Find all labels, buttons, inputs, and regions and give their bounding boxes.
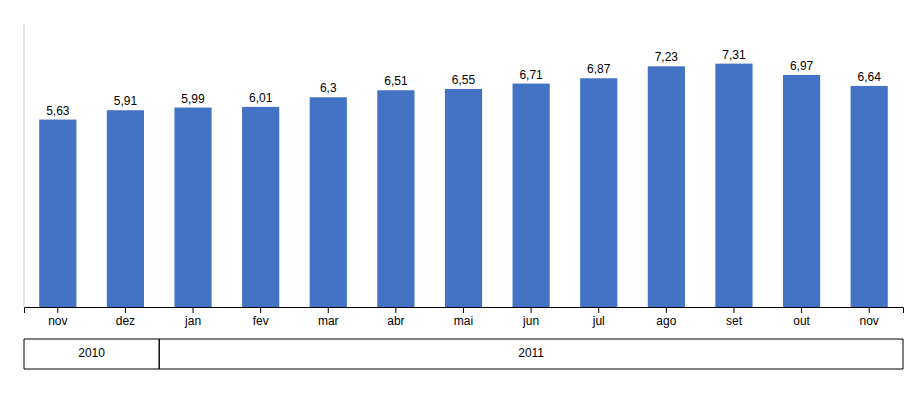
bar [310, 97, 347, 307]
bar [851, 86, 888, 307]
x-tick-mark [801, 307, 802, 313]
x-tick-label: jul [592, 314, 605, 328]
x-tick-label: abr [387, 314, 404, 328]
bar [648, 66, 685, 307]
x-tick: mai [454, 307, 473, 328]
bracket-divider [903, 339, 904, 369]
x-tick-mark [328, 307, 329, 313]
x-tick-mark [125, 307, 126, 313]
x-tick-mark [260, 307, 261, 313]
bar [580, 78, 617, 307]
x-tick: abr [387, 307, 404, 328]
data-label: 6,71 [519, 68, 543, 82]
bracket-divider [159, 339, 160, 369]
x-tick: ago [656, 307, 676, 328]
x-tick: set [726, 307, 743, 328]
x-tick-label: nov [860, 314, 879, 328]
x-tick: jan [184, 307, 201, 328]
data-label: 6,01 [249, 91, 273, 105]
year-label: 2010 [78, 346, 105, 360]
bar [107, 110, 144, 307]
data-label: 7,23 [655, 50, 679, 64]
x-tick-mark [193, 307, 194, 313]
data-label: 6,64 [858, 70, 882, 84]
x-tick-mark [869, 307, 870, 313]
x-tick-label: jan [184, 314, 201, 328]
plot: 5,63 5,91 5,99 6,01 6,3 6,51 6,55 6,71 6,87 7,23 7… [24, 24, 904, 369]
x-tick-label: mar [318, 314, 339, 328]
data-label: 6,87 [587, 62, 611, 76]
bracket-line [24, 369, 903, 370]
bar [377, 90, 414, 307]
x-tick-label: out [793, 314, 810, 328]
x-tick-mark [666, 307, 667, 313]
data-label: 5,99 [181, 92, 205, 106]
bar [174, 108, 211, 307]
x-tick-mark [463, 307, 464, 313]
data-label: 5,91 [114, 94, 138, 108]
x-tick: fev [253, 307, 269, 328]
x-tick-label: ago [656, 314, 676, 328]
bar [39, 120, 76, 307]
x-tick: out [793, 307, 810, 328]
x-tick: jul [592, 307, 605, 328]
x-tick-label: set [726, 314, 743, 328]
bars [39, 64, 888, 307]
bracket-divider [159, 339, 160, 369]
x-tick-mark [395, 307, 396, 313]
x-axis-line [25, 308, 904, 314]
data-label: 5,63 [46, 104, 70, 118]
x-tick-label: jun [522, 314, 539, 328]
chart: 5,63 5,91 5,99 6,01 6,3 6,51 6,55 6,71 6,87 7,23 7… [0, 0, 923, 399]
bar [445, 89, 482, 307]
data-label: 6,3 [320, 81, 337, 95]
x-tick-mark [57, 307, 58, 313]
bracket-line [24, 339, 903, 340]
x-tick: mar [318, 307, 339, 328]
x-tick-mark [531, 307, 532, 313]
x-axis: nov dez jan fev mar abr mai jun jul ago set out nov [25, 307, 904, 328]
x-tick-label: mai [454, 314, 473, 328]
x-tick: nov [48, 307, 67, 328]
x-tick-label: nov [48, 314, 67, 328]
data-label: 7,31 [722, 48, 746, 62]
x-tick-label: dez [116, 314, 135, 328]
x-tick-mark [733, 307, 734, 313]
x-tick-mark [598, 307, 599, 313]
data-label: 6,55 [452, 73, 476, 87]
year-brackets: 2010 2011 [24, 339, 903, 369]
data-label: 6,97 [790, 59, 814, 73]
bar [715, 64, 752, 307]
bar [242, 107, 279, 307]
x-tick: nov [860, 307, 879, 328]
data-label: 6,51 [384, 74, 408, 88]
x-tick: dez [116, 307, 135, 328]
bar [783, 75, 820, 307]
x-tick: jun [522, 307, 539, 328]
x-tick-label: fev [253, 314, 269, 328]
bracket-divider [24, 339, 25, 369]
data-labels: 5,63 5,91 5,99 6,01 6,3 6,51 6,55 6,71 6,87 7,23 7… [46, 48, 881, 118]
year-label: 2011 [518, 346, 544, 360]
bar [513, 84, 550, 307]
y-axis-line [24, 24, 25, 307]
